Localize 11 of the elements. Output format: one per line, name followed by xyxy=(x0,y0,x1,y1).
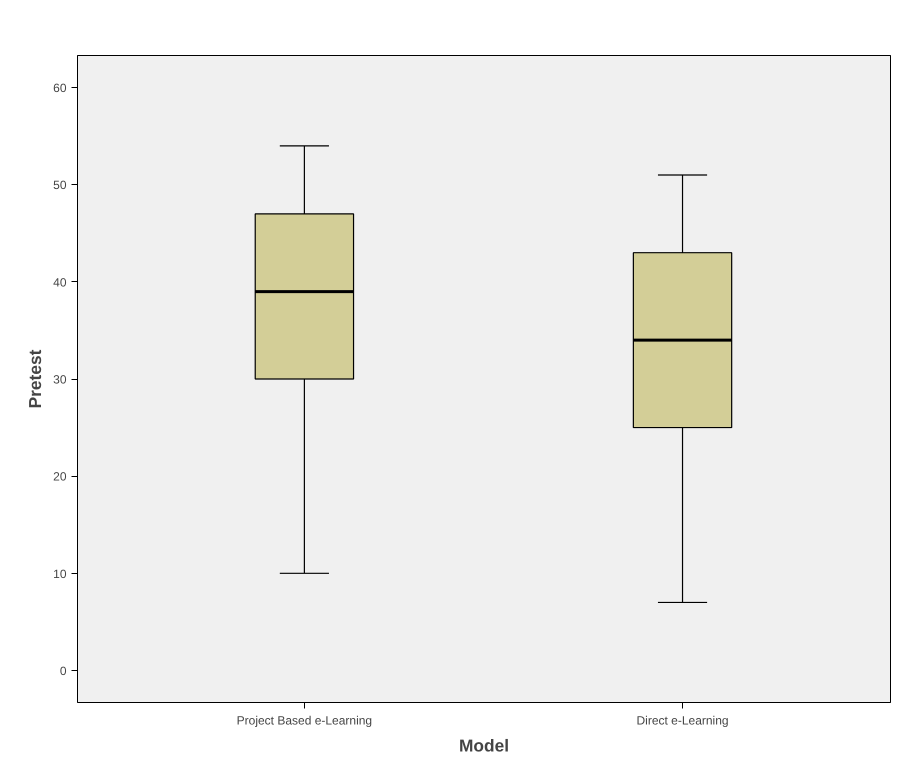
x-tick-label: Project Based e-Learning xyxy=(236,714,372,728)
y-tick-label: 20 xyxy=(53,470,67,484)
y-tick-label: 0 xyxy=(60,664,67,678)
y-tick-label: 40 xyxy=(53,275,67,290)
y-tick-label: 60 xyxy=(53,81,67,96)
y-tick-label: 50 xyxy=(53,178,67,192)
x-axis-title: Model xyxy=(458,736,510,756)
x-tick-label: Direct e-Learning xyxy=(636,714,729,728)
y-axis-title: Pretest xyxy=(25,349,46,408)
y-tick-label: 30 xyxy=(53,372,67,386)
y-tick-label: 10 xyxy=(53,566,67,581)
